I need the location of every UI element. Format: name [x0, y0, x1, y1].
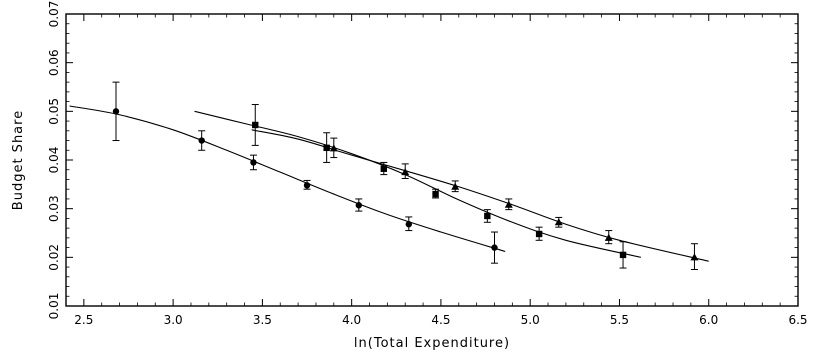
y-tick-label: 0.07: [47, 1, 61, 28]
x-axis-label: ln(Total Expenditure): [354, 336, 510, 351]
x-tick-label: 6.0: [699, 313, 718, 327]
data-point-square: [252, 121, 259, 129]
x-tick-label: 3.0: [164, 313, 183, 327]
data-point-square: [380, 165, 387, 172]
data-point-circle: [112, 108, 120, 115]
data-point-triangle: [504, 200, 513, 208]
data-point-triangle: [690, 253, 699, 261]
data-point-triangle: [604, 233, 613, 241]
fit-curve-square: [194, 110, 642, 258]
y-tick-label: 0.02: [47, 244, 61, 271]
y-tick-label: 0.03: [47, 195, 61, 222]
fit-curve-triangle: [251, 129, 709, 262]
markers-layer: [112, 108, 699, 261]
y-tick-label: 0.05: [47, 98, 61, 125]
y-axis-label: Budget Share: [11, 110, 26, 210]
plot-frame: [65, 13, 799, 307]
data-point-circle: [491, 244, 498, 251]
data-point-circle: [355, 202, 362, 209]
data-point-triangle: [401, 168, 410, 176]
data-point-triangle: [451, 182, 460, 190]
curves-layer: [69, 105, 709, 262]
fit-curve-circle: [69, 105, 506, 253]
data-point-triangle: [329, 144, 338, 152]
data-point-circle: [405, 221, 412, 228]
x-tick-label: 4.5: [431, 313, 450, 327]
x-tick-label: 5.0: [521, 313, 540, 327]
data-point-square: [323, 144, 330, 152]
data-point-circle: [198, 137, 205, 144]
data-point-square: [484, 212, 491, 220]
y-tick-label: 0.01: [47, 293, 61, 320]
errorbars-layer: [112, 81, 698, 270]
x-tick-label: 4.0: [342, 313, 361, 327]
y-tick-label: 0.06: [47, 49, 61, 76]
data-point-triangle: [554, 218, 563, 226]
data-point-square: [432, 190, 439, 198]
y-tick-label: 0.04: [47, 147, 61, 174]
data-point-square: [535, 230, 543, 238]
data-point-circle: [303, 182, 311, 189]
x-tick-label: 2.5: [74, 313, 93, 327]
x-tick-label: 3.5: [253, 313, 272, 327]
ticks-layer: 2.5 3.0 3.5 4.0 4.5 5.0 5.5 6.0 6.5 0.01 0.02 0.03 0…: [47, 1, 808, 327]
x-tick-label: 6.5: [788, 313, 807, 327]
data-point-square: [619, 251, 627, 259]
data-point-circle: [250, 159, 257, 166]
x-tick-label: 5.5: [610, 313, 629, 327]
